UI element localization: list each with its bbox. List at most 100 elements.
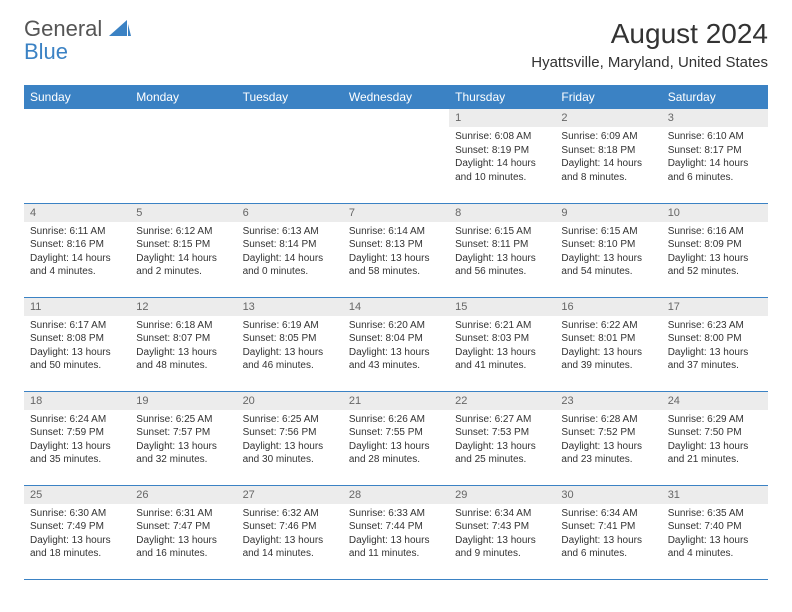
weekday-header-row: SundayMondayTuesdayWednesdayThursdayFrid… <box>24 85 768 109</box>
day-details: Sunrise: 6:18 AMSunset: 8:07 PMDaylight:… <box>130 316 236 376</box>
calendar-week-row: 1Sunrise: 6:08 AMSunset: 8:19 PMDaylight… <box>24 109 768 203</box>
calendar-day-cell <box>24 109 130 203</box>
calendar-day-cell: 24Sunrise: 6:29 AMSunset: 7:50 PMDayligh… <box>662 391 768 485</box>
day-number: 12 <box>130 298 236 316</box>
location-text: Hyattsville, Maryland, United States <box>531 54 768 71</box>
day-number: 24 <box>662 392 768 410</box>
day-number: 22 <box>449 392 555 410</box>
calendar-day-cell: 11Sunrise: 6:17 AMSunset: 8:08 PMDayligh… <box>24 297 130 391</box>
day-details: Sunrise: 6:17 AMSunset: 8:08 PMDaylight:… <box>24 316 130 376</box>
calendar-day-cell: 19Sunrise: 6:25 AMSunset: 7:57 PMDayligh… <box>130 391 236 485</box>
day-details: Sunrise: 6:29 AMSunset: 7:50 PMDaylight:… <box>662 410 768 470</box>
day-number: 11 <box>24 298 130 316</box>
day-details: Sunrise: 6:21 AMSunset: 8:03 PMDaylight:… <box>449 316 555 376</box>
calendar-day-cell: 14Sunrise: 6:20 AMSunset: 8:04 PMDayligh… <box>343 297 449 391</box>
day-number: 16 <box>555 298 661 316</box>
weekday-header: Tuesday <box>237 85 343 109</box>
calendar-day-cell <box>237 109 343 203</box>
calendar-day-cell: 20Sunrise: 6:25 AMSunset: 7:56 PMDayligh… <box>237 391 343 485</box>
calendar-day-cell: 13Sunrise: 6:19 AMSunset: 8:05 PMDayligh… <box>237 297 343 391</box>
calendar-day-cell: 7Sunrise: 6:14 AMSunset: 8:13 PMDaylight… <box>343 203 449 297</box>
calendar-table: SundayMondayTuesdayWednesdayThursdayFrid… <box>24 85 768 580</box>
brand-logo: General Blue <box>24 18 131 64</box>
calendar-day-cell: 21Sunrise: 6:26 AMSunset: 7:55 PMDayligh… <box>343 391 449 485</box>
calendar-day-cell: 30Sunrise: 6:34 AMSunset: 7:41 PMDayligh… <box>555 485 661 579</box>
day-details: Sunrise: 6:10 AMSunset: 8:17 PMDaylight:… <box>662 127 768 187</box>
calendar-day-cell: 29Sunrise: 6:34 AMSunset: 7:43 PMDayligh… <box>449 485 555 579</box>
calendar-week-row: 18Sunrise: 6:24 AMSunset: 7:59 PMDayligh… <box>24 391 768 485</box>
day-number: 21 <box>343 392 449 410</box>
weekday-header: Monday <box>130 85 236 109</box>
day-number: 3 <box>662 109 768 127</box>
calendar-day-cell: 17Sunrise: 6:23 AMSunset: 8:00 PMDayligh… <box>662 297 768 391</box>
day-number: 18 <box>24 392 130 410</box>
calendar-day-cell: 9Sunrise: 6:15 AMSunset: 8:10 PMDaylight… <box>555 203 661 297</box>
calendar-day-cell <box>343 109 449 203</box>
day-number: 17 <box>662 298 768 316</box>
day-details: Sunrise: 6:20 AMSunset: 8:04 PMDaylight:… <box>343 316 449 376</box>
day-number: 5 <box>130 204 236 222</box>
day-number: 28 <box>343 486 449 504</box>
calendar-day-cell: 27Sunrise: 6:32 AMSunset: 7:46 PMDayligh… <box>237 485 343 579</box>
calendar-day-cell: 12Sunrise: 6:18 AMSunset: 8:07 PMDayligh… <box>130 297 236 391</box>
day-number: 31 <box>662 486 768 504</box>
weekday-header: Friday <box>555 85 661 109</box>
month-title: August 2024 <box>531 18 768 50</box>
calendar-day-cell: 6Sunrise: 6:13 AMSunset: 8:14 PMDaylight… <box>237 203 343 297</box>
day-details: Sunrise: 6:33 AMSunset: 7:44 PMDaylight:… <box>343 504 449 564</box>
calendar-day-cell: 26Sunrise: 6:31 AMSunset: 7:47 PMDayligh… <box>130 485 236 579</box>
day-number: 6 <box>237 204 343 222</box>
calendar-day-cell <box>130 109 236 203</box>
day-number: 20 <box>237 392 343 410</box>
day-details: Sunrise: 6:30 AMSunset: 7:49 PMDaylight:… <box>24 504 130 564</box>
calendar-day-cell: 10Sunrise: 6:16 AMSunset: 8:09 PMDayligh… <box>662 203 768 297</box>
calendar-day-cell: 4Sunrise: 6:11 AMSunset: 8:16 PMDaylight… <box>24 203 130 297</box>
weekday-header: Saturday <box>662 85 768 109</box>
day-details: Sunrise: 6:13 AMSunset: 8:14 PMDaylight:… <box>237 222 343 282</box>
brand-sail-icon <box>109 20 131 36</box>
day-details: Sunrise: 6:25 AMSunset: 7:56 PMDaylight:… <box>237 410 343 470</box>
day-number: 2 <box>555 109 661 127</box>
day-number: 23 <box>555 392 661 410</box>
calendar-day-cell: 3Sunrise: 6:10 AMSunset: 8:17 PMDaylight… <box>662 109 768 203</box>
day-details: Sunrise: 6:35 AMSunset: 7:40 PMDaylight:… <box>662 504 768 564</box>
day-details: Sunrise: 6:12 AMSunset: 8:15 PMDaylight:… <box>130 222 236 282</box>
day-number: 26 <box>130 486 236 504</box>
brand-part2: Blue <box>24 39 68 64</box>
day-number: 25 <box>24 486 130 504</box>
day-details: Sunrise: 6:19 AMSunset: 8:05 PMDaylight:… <box>237 316 343 376</box>
calendar-day-cell: 28Sunrise: 6:33 AMSunset: 7:44 PMDayligh… <box>343 485 449 579</box>
calendar-day-cell: 8Sunrise: 6:15 AMSunset: 8:11 PMDaylight… <box>449 203 555 297</box>
day-number: 9 <box>555 204 661 222</box>
day-number: 27 <box>237 486 343 504</box>
calendar-day-cell: 16Sunrise: 6:22 AMSunset: 8:01 PMDayligh… <box>555 297 661 391</box>
day-details: Sunrise: 6:15 AMSunset: 8:11 PMDaylight:… <box>449 222 555 282</box>
day-number: 13 <box>237 298 343 316</box>
calendar-week-row: 11Sunrise: 6:17 AMSunset: 8:08 PMDayligh… <box>24 297 768 391</box>
day-details: Sunrise: 6:16 AMSunset: 8:09 PMDaylight:… <box>662 222 768 282</box>
day-details: Sunrise: 6:32 AMSunset: 7:46 PMDaylight:… <box>237 504 343 564</box>
weekday-header: Wednesday <box>343 85 449 109</box>
day-details: Sunrise: 6:34 AMSunset: 7:43 PMDaylight:… <box>449 504 555 564</box>
calendar-day-cell: 1Sunrise: 6:08 AMSunset: 8:19 PMDaylight… <box>449 109 555 203</box>
calendar-day-cell: 25Sunrise: 6:30 AMSunset: 7:49 PMDayligh… <box>24 485 130 579</box>
day-details: Sunrise: 6:24 AMSunset: 7:59 PMDaylight:… <box>24 410 130 470</box>
calendar-day-cell: 18Sunrise: 6:24 AMSunset: 7:59 PMDayligh… <box>24 391 130 485</box>
day-details: Sunrise: 6:34 AMSunset: 7:41 PMDaylight:… <box>555 504 661 564</box>
day-details: Sunrise: 6:27 AMSunset: 7:53 PMDaylight:… <box>449 410 555 470</box>
calendar-body: 1Sunrise: 6:08 AMSunset: 8:19 PMDaylight… <box>24 109 768 579</box>
day-details: Sunrise: 6:28 AMSunset: 7:52 PMDaylight:… <box>555 410 661 470</box>
calendar-day-cell: 15Sunrise: 6:21 AMSunset: 8:03 PMDayligh… <box>449 297 555 391</box>
day-number: 15 <box>449 298 555 316</box>
calendar-day-cell: 2Sunrise: 6:09 AMSunset: 8:18 PMDaylight… <box>555 109 661 203</box>
weekday-header: Sunday <box>24 85 130 109</box>
day-number: 10 <box>662 204 768 222</box>
day-details: Sunrise: 6:26 AMSunset: 7:55 PMDaylight:… <box>343 410 449 470</box>
day-number: 8 <box>449 204 555 222</box>
calendar-day-cell: 31Sunrise: 6:35 AMSunset: 7:40 PMDayligh… <box>662 485 768 579</box>
day-number: 7 <box>343 204 449 222</box>
day-details: Sunrise: 6:25 AMSunset: 7:57 PMDaylight:… <box>130 410 236 470</box>
weekday-header: Thursday <box>449 85 555 109</box>
calendar-week-row: 25Sunrise: 6:30 AMSunset: 7:49 PMDayligh… <box>24 485 768 579</box>
calendar-day-cell: 23Sunrise: 6:28 AMSunset: 7:52 PMDayligh… <box>555 391 661 485</box>
